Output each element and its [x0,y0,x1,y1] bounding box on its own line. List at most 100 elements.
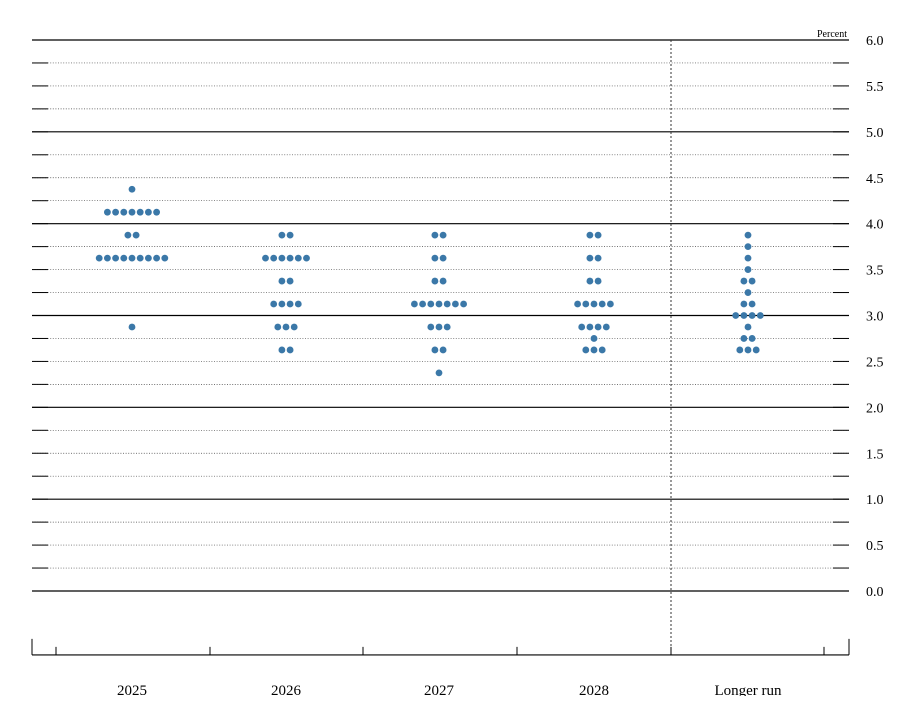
dot-marker [443,323,451,331]
dot-marker [411,300,418,308]
dot-marker [736,346,744,354]
dot-marker [286,346,294,354]
dot-marker [748,335,756,342]
y-tick-label: 6.0 [866,34,884,49]
x-tick-label: 2028 [579,683,609,696]
dot-marker [132,231,140,239]
dot-marker [290,323,298,331]
dot-marker [419,300,426,308]
dot-marker [262,254,269,262]
y-tick-label: 5.0 [866,126,884,141]
dot-marker [744,266,752,273]
dot-marker [124,231,132,239]
dot-marker [153,208,161,216]
dot-marker [282,323,290,331]
x-tick-label: 2026 [271,683,302,696]
dot-marker [95,254,103,262]
dot-marker [744,231,752,239]
dot-marker [278,346,286,354]
dot-marker [586,323,594,331]
dot-marker [756,312,764,319]
dot-marker [744,323,752,331]
dot-marker [586,277,594,285]
dot-marker [161,254,169,262]
dot-marker [582,300,590,308]
dot-marker [120,254,128,262]
dot-marker [294,300,302,308]
dot-marker [427,323,435,331]
dot-marker [136,254,144,262]
dot-marker [740,312,748,319]
dot-marker [153,254,161,262]
dot-marker [104,208,111,216]
dot-marker [598,300,606,308]
dot-marker [439,231,447,239]
dot-marker [278,277,286,285]
dot-marker [732,312,740,319]
y-tick-label: 5.5 [866,80,884,95]
dot-marker [128,208,136,216]
dot-marker [590,346,598,354]
dot-marker [439,277,447,285]
x-tick-label: Longer run [714,683,782,696]
y-tick-label: 2.0 [866,401,884,416]
y-tick-label: 0.5 [866,539,884,554]
dot-marker [574,300,581,308]
dot-marker [303,254,310,262]
dot-marker [112,208,119,216]
dot-marker [748,277,756,285]
dot-marker [594,231,602,239]
dot-marker [431,346,439,354]
dot-marker [104,254,111,262]
x-tick-label: 2025 [117,683,147,696]
dot-marker [578,323,586,331]
dot-marker [590,335,598,342]
dot-marker [598,346,606,354]
dot-marker [145,208,152,216]
y-tick-label: 2.5 [866,355,884,370]
x-tick-label: 2027 [424,683,455,696]
dot-marker [740,335,748,342]
dot-marker [431,254,439,262]
dot-marker [136,208,144,216]
y-tick-label: 4.5 [866,172,884,187]
dot-marker [744,289,752,296]
dot-marker [439,254,447,262]
y-tick-label: 3.0 [866,310,884,325]
dot-marker [740,277,748,285]
dot-marker [286,300,294,308]
dot-marker [607,300,614,308]
y-tick-label: 0.0 [866,585,884,600]
y-tick-label: 1.5 [866,447,884,462]
dot-marker [586,254,594,262]
dot-marker [744,346,752,354]
dot-marker [582,346,590,354]
dot-marker [128,323,136,331]
dot-marker [278,254,286,262]
dot-marker [274,323,282,331]
dot-marker [602,323,610,331]
dot-marker [586,231,594,239]
dot-marker [435,300,443,308]
dot-marker [286,254,294,262]
dot-marker [145,254,152,262]
dot-marker [594,254,602,262]
dot-marker [748,300,756,308]
dot-marker [752,346,760,354]
dot-marker [120,208,128,216]
dot-marker [740,300,748,308]
y-tick-label: 4.0 [866,218,884,233]
units-label: Percent [817,29,847,40]
dot-marker [744,254,752,262]
dot-marker [435,323,443,331]
dot-marker [590,300,598,308]
dot-marker [594,277,602,285]
dot-marker [435,369,443,377]
dot-marker [427,300,435,308]
y-tick-label: 3.5 [866,264,884,279]
dot-marker [270,300,278,308]
dot-marker [286,231,294,239]
dot-marker [112,254,119,262]
dot-marker [270,254,278,262]
